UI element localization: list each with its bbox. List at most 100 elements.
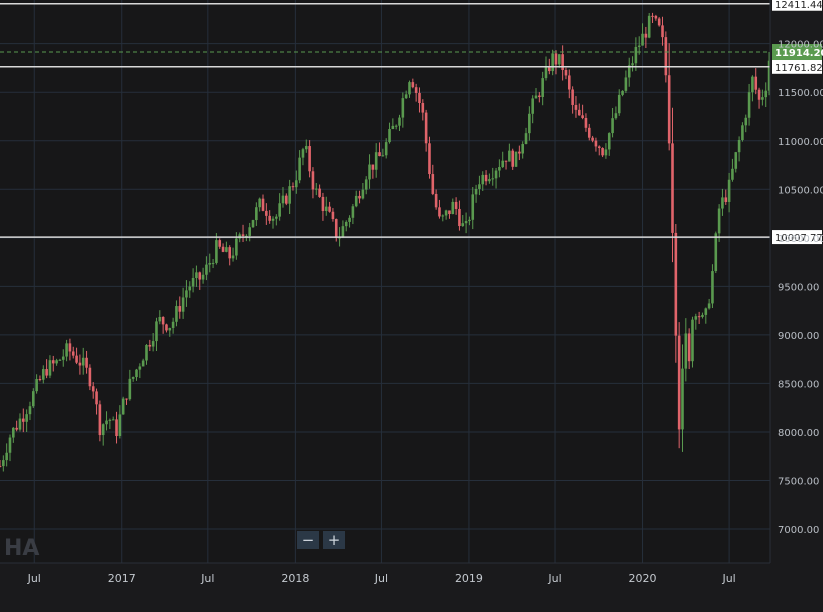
candle-body (101, 424, 105, 436)
candle-body (431, 174, 435, 194)
candle-body (115, 419, 118, 437)
candle-body (128, 378, 132, 400)
candle-body (231, 255, 235, 259)
candle-body (561, 54, 564, 70)
candle-body (18, 418, 22, 430)
candle-body (35, 379, 38, 392)
candle-body (498, 167, 501, 171)
candle-body (318, 188, 321, 197)
candle-body (201, 274, 205, 280)
candle-body (654, 15, 658, 19)
candle-body (165, 324, 168, 331)
candle-body (75, 355, 78, 363)
candle-body (321, 196, 325, 212)
candle-body (418, 92, 421, 103)
candle-body (707, 303, 711, 309)
candle-body (324, 206, 328, 212)
candle-body (265, 210, 268, 216)
y-tick-label: 11500.00 (778, 88, 823, 99)
candle-body (601, 148, 604, 156)
candle-body (577, 109, 581, 116)
candle-body (697, 316, 701, 318)
level-label-box (772, 230, 822, 245)
candle-body (215, 240, 218, 263)
candle-body (551, 53, 554, 72)
candle-body (105, 420, 108, 425)
candle-body (631, 63, 634, 66)
y-tick-label: 7000.00 (778, 525, 819, 536)
candle-body (721, 197, 724, 209)
candle-body (494, 170, 498, 179)
candle-body (611, 118, 614, 134)
candle-body (571, 89, 574, 105)
candle-body (121, 398, 125, 415)
candle-body (548, 66, 551, 72)
candle-body (354, 195, 358, 207)
candle-body (501, 160, 505, 168)
candle-body (574, 104, 578, 110)
x-tick-label: Jul (200, 572, 214, 585)
candle-body (88, 367, 92, 387)
zoom-out-button[interactable]: − (297, 531, 319, 549)
candle-body (221, 246, 225, 252)
candle-body (478, 184, 481, 189)
candle-body (0, 465, 2, 467)
candle-body (81, 357, 85, 366)
candle-body (764, 90, 768, 98)
candle-body (118, 414, 122, 437)
candle-body (275, 216, 278, 219)
candle-body (301, 149, 305, 158)
candle-body (597, 146, 601, 149)
candle-body (135, 369, 138, 378)
zoom-in-button[interactable]: + (323, 531, 345, 549)
candle-body (291, 186, 295, 188)
candle-body (461, 223, 465, 227)
candle-body (528, 113, 531, 134)
candle-body (171, 321, 175, 328)
candle-body (737, 139, 741, 153)
candle-body (5, 452, 8, 461)
candle-body (138, 366, 142, 370)
x-tick-label: 2020 (629, 572, 657, 585)
candle-body (175, 306, 178, 322)
candle-body (458, 208, 461, 227)
candle-body (68, 343, 72, 352)
candle-body (55, 360, 58, 364)
candle-body (155, 321, 158, 342)
candle-body (278, 203, 281, 217)
candle-body (288, 186, 291, 204)
candle-body (538, 95, 541, 97)
candle-body (8, 437, 12, 453)
candle-body (334, 219, 338, 238)
candle-body (491, 178, 495, 180)
candle-body (524, 133, 528, 145)
candle-body (637, 45, 641, 47)
candle-body (701, 314, 704, 317)
candle-body (95, 391, 98, 405)
candle-body (414, 87, 418, 93)
candle-body (78, 362, 82, 366)
candle-body (255, 207, 258, 221)
candle-body (314, 188, 318, 190)
candle-body (591, 137, 594, 141)
candle-body (724, 197, 728, 202)
candle-body (331, 211, 335, 220)
candle-body (607, 133, 611, 150)
candle-body (148, 344, 152, 347)
y-tick-label: 8000.00 (778, 428, 819, 439)
candle-body (504, 160, 508, 162)
candle-body (381, 155, 385, 157)
candle-body (71, 351, 75, 356)
candle-body (767, 60, 771, 91)
x-tick-label: 2019 (455, 572, 483, 585)
candle-body (338, 237, 341, 239)
candle-body (25, 414, 28, 422)
candle-body (428, 143, 431, 175)
candle-body (454, 201, 458, 209)
candle-body (411, 82, 415, 88)
candle-body (31, 391, 35, 407)
candle-body (624, 77, 628, 91)
candle-body (188, 286, 192, 291)
candle-body (644, 33, 648, 38)
